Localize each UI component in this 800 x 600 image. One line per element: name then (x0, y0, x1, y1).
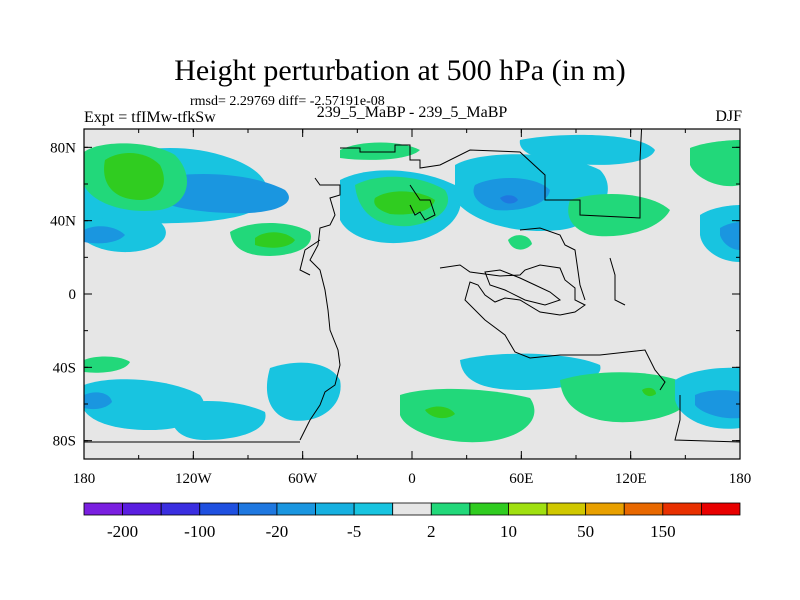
colorbar-swatch (315, 502, 355, 516)
colorbar-swatch (701, 502, 741, 516)
colorbar-label: 2 (427, 522, 436, 541)
x-tick-label: 60W (288, 471, 318, 487)
colorbar-label: -100 (184, 522, 215, 541)
x-tick-label: 60E (509, 471, 533, 487)
colorbar-swatch (546, 502, 587, 516)
field-patch (84, 217, 166, 253)
colorbar-swatch (392, 502, 432, 516)
field-patch (473, 178, 550, 211)
colorbar-swatch (662, 502, 702, 516)
field-patch (508, 235, 532, 250)
field-patch (568, 194, 670, 237)
continent-outline (609, 257, 626, 306)
field-patch (720, 222, 740, 250)
colorbar-swatch (623, 502, 664, 516)
colorbar-label: -200 (107, 522, 138, 541)
colorbar-swatch (237, 502, 278, 516)
continent-outline (484, 269, 562, 306)
season-label: DJF (715, 108, 742, 125)
continent-outlines (84, 129, 740, 443)
field-patch (266, 362, 341, 421)
colorbar-label: 10 (500, 522, 517, 541)
x-tick-label: 180 (73, 471, 96, 487)
field-patch (104, 153, 164, 200)
axes: 180 120W 60W 0 60E 120E 180 80N 40N 0 40S 80S (50, 129, 751, 487)
experiment-label: Expt = tfIMw-tfkSw (84, 109, 216, 126)
field-patch (642, 387, 656, 397)
field-patch (425, 406, 455, 419)
field-patch (560, 372, 692, 423)
colorbar-swatch (508, 502, 548, 516)
colorbar-swatch (353, 502, 394, 516)
colorbar-swatch (122, 502, 162, 516)
chart-title: Height perturbation at 500 hPa (in m) (174, 54, 626, 87)
colorbar-swatch (276, 502, 316, 516)
x-tick-label: 180 (729, 471, 752, 487)
colorbar-swatch (160, 502, 201, 516)
colorbar-swatch (430, 502, 471, 516)
continent-outline (409, 184, 436, 221)
field-patch (400, 388, 535, 443)
continent-outline (340, 129, 643, 219)
colorbar: -200 -100 -20 -5 2 10 50 150 (83, 502, 741, 541)
continent-outline (674, 395, 740, 443)
colorbar-swatch (83, 502, 123, 516)
x-tick-label: 120E (615, 471, 647, 487)
y-tick-label: 80N (50, 140, 76, 156)
field-patch (374, 191, 435, 215)
case-label: 239_5_MaBP - 239_5_MaBP (316, 104, 508, 121)
field-patch (695, 390, 740, 419)
y-tick-label: 40S (53, 360, 76, 376)
field-patch (169, 400, 266, 440)
field-patch (690, 140, 740, 187)
continent-outline (519, 227, 586, 301)
colorbar-swatch (199, 502, 239, 516)
colorbar-label: -20 (266, 522, 289, 541)
field-patch (84, 356, 130, 373)
colorbar-label: 50 (577, 522, 594, 541)
colorbar-label: -5 (347, 522, 361, 541)
field-patch (340, 142, 420, 160)
y-tick-label: 40N (50, 214, 76, 230)
continent-outline (299, 177, 341, 441)
continent-outline (299, 239, 321, 276)
continent-outline (439, 264, 666, 391)
field-patch (500, 195, 518, 204)
y-tick-label: 0 (69, 287, 77, 303)
field-patch (84, 392, 112, 410)
colorbar-swatch (469, 502, 509, 516)
x-tick-label: 120W (175, 471, 213, 487)
field-patch (255, 232, 295, 248)
colorbar-swatch (585, 502, 625, 516)
y-tick-label: 80S (53, 434, 76, 450)
colorbar-label: 150 (650, 522, 676, 541)
field-patch (84, 226, 125, 244)
perturbation-field (84, 134, 740, 443)
rmsd-label: rmsd= 2.29769 diff= -2.57191e-08 (190, 94, 385, 109)
field-patch (519, 134, 655, 165)
x-tick-label: 0 (408, 471, 416, 487)
